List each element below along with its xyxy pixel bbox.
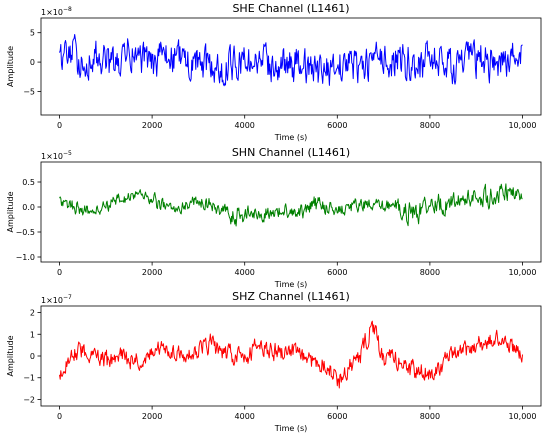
y-tick-label: 2 bbox=[30, 309, 35, 318]
y-tick-label: 0.5 bbox=[22, 178, 35, 187]
series-line bbox=[59, 320, 523, 389]
series-line bbox=[59, 183, 523, 227]
y-tick-label: 0 bbox=[30, 352, 35, 361]
x-axis-label: Time (s) bbox=[274, 424, 308, 433]
axis-multiplier: 1×10−7 bbox=[41, 294, 72, 305]
x-tick-label: 10,000 bbox=[508, 268, 536, 277]
y-axis-label: Amplitude bbox=[6, 191, 15, 232]
plot-frame bbox=[40, 161, 542, 263]
x-axis-label: Time (s) bbox=[274, 280, 308, 289]
x-tick-label: 10,000 bbox=[508, 121, 536, 130]
panel-2: SHN Channel (L1461) 0 2000 4000 6000 8000 10,0… bbox=[6, 146, 542, 289]
y-tick-label: −0.5 bbox=[16, 228, 35, 237]
y-tick-label: 0 bbox=[30, 58, 35, 67]
y-tick-label: −1 bbox=[23, 374, 35, 383]
chart-title: SHZ Channel (L1461) bbox=[232, 290, 350, 303]
panel-1: SHE Channel (L1461) 0 2000 4000 6000 8000 10,0… bbox=[6, 2, 542, 142]
chart-title: SHN Channel (L1461) bbox=[232, 146, 350, 159]
axis-multiplier: 1×10−5 bbox=[41, 150, 72, 161]
y-tick-label: −2 bbox=[23, 395, 35, 404]
chart-title: SHE Channel (L1461) bbox=[232, 2, 349, 15]
axis-multiplier: 1×10−8 bbox=[41, 6, 72, 17]
x-tick-label: 4000 bbox=[235, 121, 255, 130]
x-tick-label: 10,000 bbox=[508, 412, 536, 421]
y-tick-label: −5 bbox=[23, 87, 35, 96]
x-tick-label: 6000 bbox=[327, 121, 347, 130]
x-tick-label: 8000 bbox=[420, 268, 440, 277]
y-axis-label: Amplitude bbox=[6, 46, 15, 87]
x-tick-label: 6000 bbox=[327, 268, 347, 277]
x-tick-label: 2000 bbox=[142, 121, 162, 130]
x-axis-label: Time (s) bbox=[274, 133, 308, 142]
plot-frame bbox=[40, 17, 542, 116]
x-tick-label: 6000 bbox=[327, 412, 347, 421]
x-tick-label: 0 bbox=[57, 268, 62, 277]
y-tick-label: 5 bbox=[30, 29, 35, 38]
y-tick-label: 0.0 bbox=[22, 203, 35, 212]
x-tick-label: 8000 bbox=[420, 121, 440, 130]
x-tick-label: 4000 bbox=[235, 268, 255, 277]
x-tick-label: 2000 bbox=[142, 268, 162, 277]
x-tick-label: 0 bbox=[57, 412, 62, 421]
y-tick-label: −1.0 bbox=[16, 253, 35, 262]
x-tick-label: 8000 bbox=[420, 412, 440, 421]
x-tick-label: 4000 bbox=[235, 412, 255, 421]
y-axis-label: Amplitude bbox=[6, 335, 15, 376]
y-tick-label: 1 bbox=[30, 330, 35, 339]
panel-3: SHZ Channel (L1461) 0 2000 4000 6000 8000 10,0… bbox=[6, 290, 542, 433]
series-line bbox=[59, 34, 523, 87]
x-tick-label: 0 bbox=[57, 121, 62, 130]
x-tick-label: 2000 bbox=[142, 412, 162, 421]
